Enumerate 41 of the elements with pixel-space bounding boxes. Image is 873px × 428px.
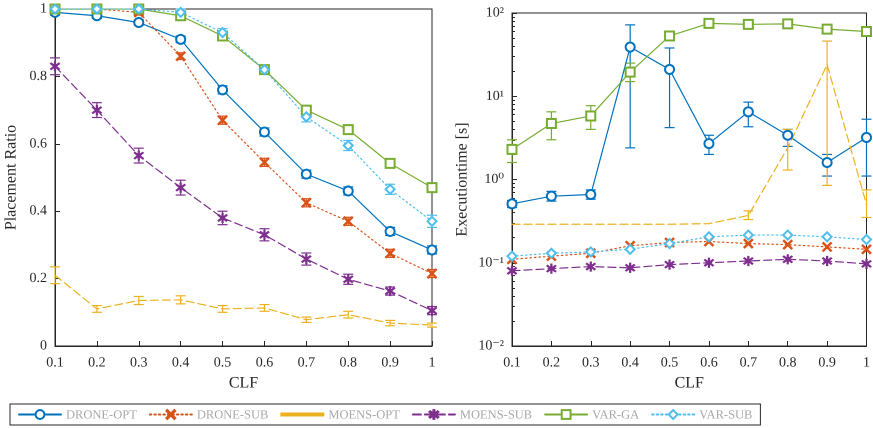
- legend-label: VAR-SUB: [699, 408, 752, 422]
- y-tick-label: 10¹: [486, 88, 504, 104]
- x-tick-label: 0.9: [818, 356, 836, 370]
- y-tick-label: 0.8: [30, 68, 47, 84]
- x-tick-label: 0.7: [740, 356, 758, 370]
- y-tick-label: 0.2: [30, 271, 47, 286]
- legend-label: VAR-GA: [592, 408, 640, 422]
- x-tick-label: 0.5: [660, 356, 678, 370]
- x-tick-label: 1: [863, 356, 870, 370]
- y-tick-label: 0: [40, 338, 47, 354]
- x-tick-label: 1: [428, 356, 436, 370]
- y-axis-title: Executiontime [s]: [454, 122, 470, 237]
- legend-label: DRONE-OPT: [66, 408, 138, 422]
- x-tick-label: 0.1: [503, 356, 521, 370]
- x-tick-label: 0.8: [778, 356, 796, 370]
- x-tick-label: 0.3: [130, 356, 148, 370]
- y-tick-label: 1: [40, 2, 47, 16]
- y-axis-title: Placement Ratio: [2, 124, 20, 230]
- x-tick-label: 0.5: [214, 356, 232, 370]
- y-tick-label: 10⁻²: [478, 338, 504, 354]
- x-axis-title: CLF: [228, 374, 258, 392]
- x-tick-label: 0.6: [256, 356, 274, 370]
- x-tick-label: 0.2: [542, 356, 560, 370]
- y-tick-label: 10⁰: [484, 172, 504, 187]
- x-tick-label: 0.4: [621, 356, 639, 370]
- y-tick-label: 0.6: [30, 136, 47, 152]
- x-tick-label: 0.3: [582, 356, 600, 370]
- x-tick-label: 0.6: [700, 356, 718, 370]
- x-tick-label: 0.9: [381, 356, 399, 370]
- legend-label: MOENS-SUB: [460, 408, 532, 422]
- y-tick-label: 10²: [486, 6, 504, 20]
- x-tick-label: 0.8: [339, 356, 357, 370]
- x-tick-label: 0.1: [46, 356, 64, 370]
- y-tick-label: 10⁻¹: [478, 255, 504, 270]
- x-axis-title: CLF: [674, 374, 704, 392]
- legend-label: DRONE-SUB: [196, 408, 268, 422]
- legend-label: MOENS-OPT: [328, 408, 400, 422]
- x-tick-label: 0.7: [298, 356, 316, 370]
- x-tick-label: 0.4: [172, 356, 190, 370]
- x-tick-label: 0.2: [88, 356, 106, 370]
- y-tick-label: 0.4: [30, 204, 47, 219]
